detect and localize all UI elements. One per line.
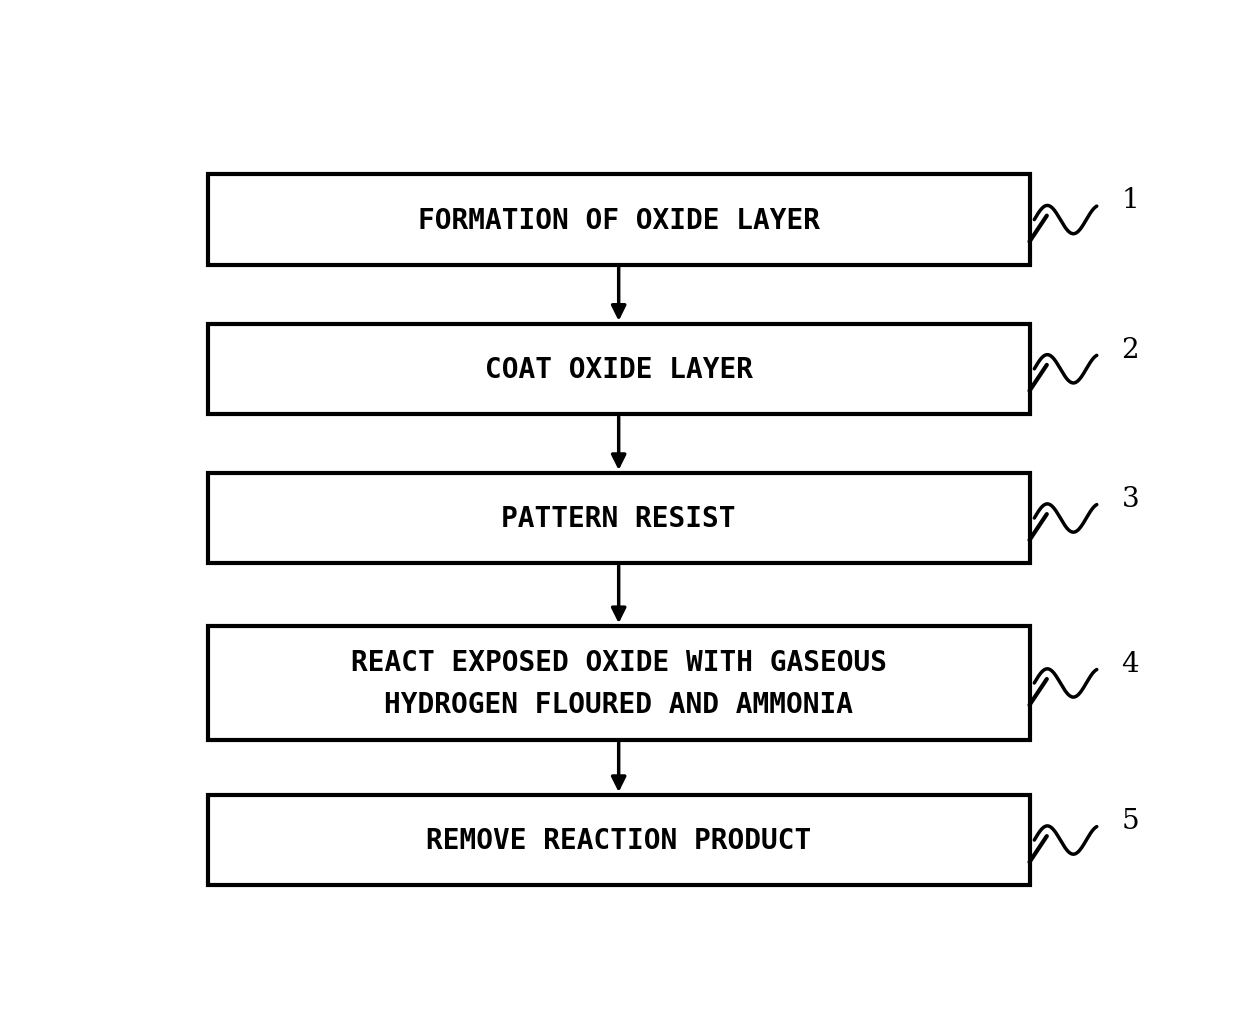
Bar xyxy=(208,627,1029,740)
Bar xyxy=(208,175,1029,266)
Bar xyxy=(208,324,1029,415)
Text: 5: 5 xyxy=(1122,807,1140,835)
Bar xyxy=(208,474,1029,564)
Text: COAT OXIDE LAYER: COAT OXIDE LAYER xyxy=(485,356,753,383)
Text: 3: 3 xyxy=(1122,485,1140,513)
Bar xyxy=(208,795,1029,886)
Text: REMOVE REACTION PRODUCT: REMOVE REACTION PRODUCT xyxy=(427,826,811,854)
Text: 4: 4 xyxy=(1122,650,1140,678)
Text: FORMATION OF OXIDE LAYER: FORMATION OF OXIDE LAYER xyxy=(418,207,820,234)
Text: 2: 2 xyxy=(1122,336,1140,364)
Text: REACT EXPOSED OXIDE WITH GASEOUS
HYDROGEN FLOURED AND AMMONIA: REACT EXPOSED OXIDE WITH GASEOUS HYDROGE… xyxy=(351,649,887,717)
Text: 1: 1 xyxy=(1121,187,1140,214)
Text: PATTERN RESIST: PATTERN RESIST xyxy=(501,504,735,533)
